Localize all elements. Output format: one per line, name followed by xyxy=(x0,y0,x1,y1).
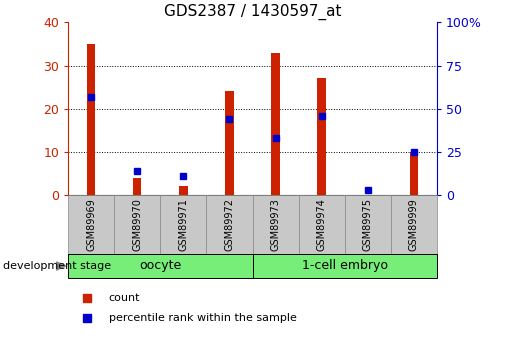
Bar xyxy=(410,152,418,195)
Text: 1-cell embryo: 1-cell embryo xyxy=(301,259,388,273)
Bar xyxy=(114,195,161,254)
Bar xyxy=(133,178,141,195)
Bar xyxy=(68,195,114,254)
Text: GSM89972: GSM89972 xyxy=(224,198,234,251)
Bar xyxy=(298,195,345,254)
Bar xyxy=(179,186,187,195)
Bar xyxy=(161,195,207,254)
Bar xyxy=(391,195,437,254)
Bar xyxy=(271,52,280,195)
Text: GSM89971: GSM89971 xyxy=(178,198,188,251)
Text: GSM89974: GSM89974 xyxy=(317,198,327,251)
Bar xyxy=(252,254,437,278)
Bar xyxy=(345,195,391,254)
Bar xyxy=(87,44,95,195)
Bar xyxy=(225,91,234,195)
Bar xyxy=(318,78,326,195)
Text: percentile rank within the sample: percentile rank within the sample xyxy=(109,314,296,323)
Bar xyxy=(207,195,252,254)
Text: GSM89999: GSM89999 xyxy=(409,198,419,250)
Title: GDS2387 / 1430597_at: GDS2387 / 1430597_at xyxy=(164,3,341,20)
Text: GSM89973: GSM89973 xyxy=(271,198,281,251)
Bar xyxy=(68,254,252,278)
Text: development stage: development stage xyxy=(3,261,111,271)
Text: GSM89969: GSM89969 xyxy=(86,198,96,250)
Text: GSM89970: GSM89970 xyxy=(132,198,142,251)
Bar xyxy=(252,195,298,254)
Text: count: count xyxy=(109,293,140,303)
Text: GSM89975: GSM89975 xyxy=(363,198,373,251)
Text: oocyte: oocyte xyxy=(139,259,181,273)
